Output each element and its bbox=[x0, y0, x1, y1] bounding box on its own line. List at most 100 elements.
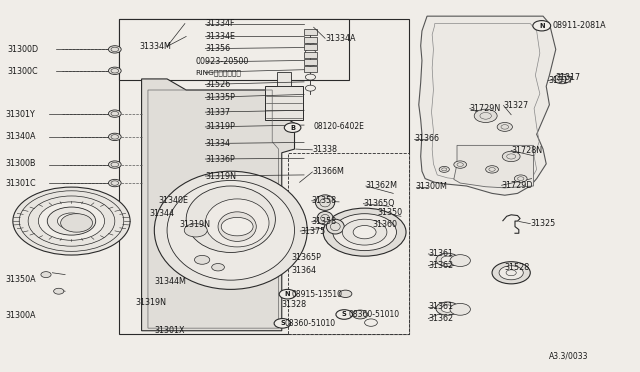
Circle shape bbox=[305, 85, 316, 91]
Circle shape bbox=[279, 289, 296, 299]
Text: 31340E: 31340E bbox=[159, 196, 189, 205]
Circle shape bbox=[195, 256, 210, 264]
Text: 31334E: 31334E bbox=[205, 32, 236, 41]
Text: 31340A: 31340A bbox=[5, 132, 36, 141]
Text: 31344: 31344 bbox=[150, 209, 175, 218]
Text: S: S bbox=[342, 311, 347, 317]
Text: N: N bbox=[539, 23, 545, 29]
Circle shape bbox=[323, 208, 406, 256]
Ellipse shape bbox=[317, 211, 333, 225]
Text: 31334M: 31334M bbox=[139, 42, 171, 51]
Ellipse shape bbox=[218, 212, 256, 241]
Bar bbox=[304, 29, 317, 35]
Circle shape bbox=[305, 60, 316, 66]
Bar bbox=[304, 52, 317, 58]
Polygon shape bbox=[119, 19, 409, 334]
Text: 08360-51010: 08360-51010 bbox=[349, 310, 400, 319]
Text: 31300A: 31300A bbox=[5, 311, 36, 320]
Bar bbox=[304, 66, 317, 72]
Circle shape bbox=[492, 262, 531, 284]
Text: 31334A: 31334A bbox=[325, 34, 356, 43]
Text: 31358: 31358 bbox=[312, 196, 337, 205]
Text: 31356: 31356 bbox=[205, 44, 230, 53]
Text: 31362M: 31362M bbox=[366, 182, 398, 190]
Circle shape bbox=[353, 225, 376, 239]
Circle shape bbox=[486, 166, 499, 173]
Circle shape bbox=[499, 266, 524, 280]
Circle shape bbox=[439, 166, 449, 172]
Text: 31360: 31360 bbox=[372, 220, 397, 229]
Circle shape bbox=[274, 318, 291, 328]
Circle shape bbox=[305, 38, 316, 44]
Text: 31319P: 31319P bbox=[205, 122, 235, 131]
Text: 31362: 31362 bbox=[428, 261, 454, 270]
Text: 31365P: 31365P bbox=[291, 253, 321, 263]
Circle shape bbox=[184, 224, 207, 237]
Text: 31300D: 31300D bbox=[8, 45, 39, 54]
Text: 31319N: 31319N bbox=[135, 298, 166, 307]
Text: 31336P: 31336P bbox=[205, 154, 235, 164]
Circle shape bbox=[441, 256, 454, 263]
Circle shape bbox=[108, 46, 121, 53]
Text: 31526: 31526 bbox=[205, 80, 230, 89]
Text: 31366M: 31366M bbox=[312, 167, 344, 176]
Circle shape bbox=[38, 202, 104, 240]
Text: 31344M: 31344M bbox=[154, 277, 186, 286]
Ellipse shape bbox=[154, 171, 307, 289]
Polygon shape bbox=[454, 145, 534, 188]
Circle shape bbox=[533, 20, 550, 31]
Text: 31300C: 31300C bbox=[8, 67, 38, 76]
Bar bbox=[304, 37, 317, 43]
Circle shape bbox=[108, 67, 121, 74]
Text: 31350: 31350 bbox=[378, 208, 403, 217]
Text: 08911-2081A: 08911-2081A bbox=[552, 21, 606, 30]
Circle shape bbox=[13, 187, 130, 255]
Bar bbox=[288, 153, 409, 334]
Polygon shape bbox=[419, 16, 556, 195]
Text: 31365Q: 31365Q bbox=[364, 199, 395, 208]
Circle shape bbox=[502, 151, 520, 161]
Text: 31338: 31338 bbox=[312, 145, 337, 154]
Text: 31528: 31528 bbox=[505, 263, 530, 272]
Ellipse shape bbox=[167, 180, 294, 280]
Text: 31317: 31317 bbox=[548, 76, 573, 85]
Circle shape bbox=[554, 74, 570, 84]
Circle shape bbox=[436, 302, 459, 315]
Circle shape bbox=[61, 214, 93, 232]
Text: 31728N: 31728N bbox=[511, 146, 542, 155]
Circle shape bbox=[454, 161, 467, 168]
Text: 31375: 31375 bbox=[300, 227, 326, 235]
Circle shape bbox=[108, 133, 121, 141]
Text: 31300B: 31300B bbox=[5, 159, 36, 169]
Circle shape bbox=[212, 263, 225, 271]
Text: 31328: 31328 bbox=[282, 300, 307, 310]
Text: 31319N: 31319N bbox=[205, 171, 236, 180]
Text: 31335P: 31335P bbox=[205, 93, 235, 102]
Circle shape bbox=[108, 161, 121, 168]
Bar bbox=[304, 59, 317, 65]
Text: 31362: 31362 bbox=[428, 314, 454, 323]
Text: 08120-6402E: 08120-6402E bbox=[314, 122, 365, 131]
Text: 31350A: 31350A bbox=[5, 275, 36, 283]
Text: 31301Y: 31301Y bbox=[5, 110, 35, 119]
Circle shape bbox=[305, 74, 316, 80]
Text: 31366: 31366 bbox=[414, 134, 439, 143]
Text: 31334F: 31334F bbox=[205, 19, 235, 28]
Text: 31327: 31327 bbox=[504, 101, 529, 110]
Text: 31334: 31334 bbox=[205, 139, 230, 148]
Text: B: B bbox=[290, 125, 295, 131]
Circle shape bbox=[58, 213, 86, 229]
Circle shape bbox=[305, 49, 316, 55]
Text: 31301X: 31301X bbox=[154, 326, 185, 335]
Circle shape bbox=[41, 272, 51, 278]
Text: 31319N: 31319N bbox=[180, 220, 211, 229]
Bar bbox=[304, 44, 317, 50]
Text: 31317: 31317 bbox=[556, 73, 581, 82]
Text: 31729N: 31729N bbox=[470, 104, 501, 113]
Text: 31358: 31358 bbox=[312, 217, 337, 226]
Bar bbox=[277, 72, 291, 86]
Ellipse shape bbox=[205, 199, 269, 247]
Text: 31361: 31361 bbox=[428, 302, 453, 311]
Circle shape bbox=[441, 305, 454, 312]
Text: N: N bbox=[285, 291, 291, 297]
